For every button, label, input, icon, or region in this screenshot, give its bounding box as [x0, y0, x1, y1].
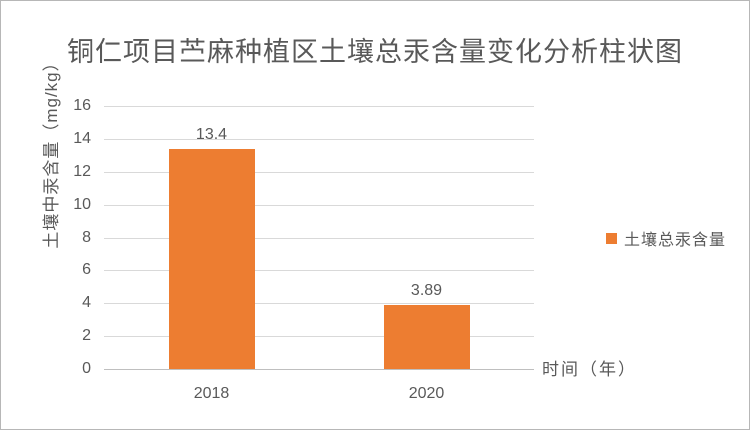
gridline [104, 171, 534, 173]
gridline [104, 106, 534, 107]
bar-value-label: 13.4 [195, 125, 228, 143]
x-axis-line [104, 369, 534, 370]
x-tick-label: 2018 [193, 385, 230, 402]
y-tick-label: 16 [73, 97, 91, 114]
y-tick-label: 12 [73, 162, 91, 180]
bar-value-label: 3.89 [410, 282, 443, 300]
gridline [104, 204, 534, 206]
legend-label: 土壤总汞含量 [624, 232, 727, 249]
gridline [104, 237, 534, 239]
chart-title: 铜仁项目苎麻种植区土壤总汞含量变化分析柱状图 [67, 37, 683, 67]
legend-swatch-icon [606, 232, 617, 244]
y-tick-label: 2 [82, 327, 91, 345]
gridline [104, 270, 534, 272]
y-tick-label: 0 [82, 360, 91, 377]
y-tick-label: 6 [82, 261, 91, 279]
y-tick-label: 14 [73, 129, 91, 147]
y-tick-label: 4 [82, 294, 91, 312]
y-tick-label: 10 [73, 195, 91, 213]
bar [383, 305, 470, 369]
x-tick-label: 2020 [408, 385, 445, 402]
y-tick-label: 8 [82, 228, 91, 246]
x-axis-title: 时间（年） [542, 360, 637, 379]
bar [168, 148, 255, 369]
gridline [104, 303, 534, 305]
gridline [104, 138, 534, 140]
gridline [104, 336, 534, 338]
legend: 土壤总汞含量 [606, 226, 726, 250]
